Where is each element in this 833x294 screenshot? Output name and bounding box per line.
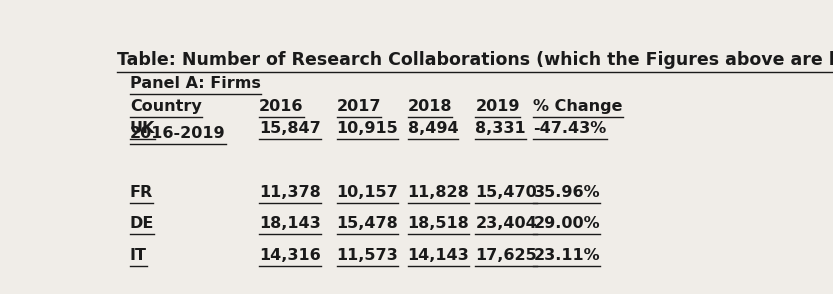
Text: 2016: 2016 — [259, 99, 303, 114]
Text: UK: UK — [130, 121, 155, 136]
Text: 10,157: 10,157 — [337, 185, 398, 200]
Text: 2019: 2019 — [476, 99, 520, 114]
Text: 2017: 2017 — [337, 99, 381, 114]
Text: IT: IT — [130, 248, 147, 263]
Text: 2016-2019: 2016-2019 — [130, 126, 226, 141]
Text: 2018: 2018 — [407, 99, 452, 114]
Text: DE: DE — [130, 216, 154, 231]
Text: 11,828: 11,828 — [407, 185, 469, 200]
Text: 11,573: 11,573 — [337, 248, 398, 263]
Text: FR: FR — [130, 185, 153, 200]
Text: 15,478: 15,478 — [337, 216, 398, 231]
Text: 14,143: 14,143 — [407, 248, 469, 263]
Text: 18,518: 18,518 — [407, 216, 469, 231]
Text: 35.96%: 35.96% — [533, 185, 600, 200]
Text: 14,316: 14,316 — [259, 248, 321, 263]
Text: 29.00%: 29.00% — [533, 216, 600, 231]
Text: 15,470: 15,470 — [476, 185, 537, 200]
Text: 23,404: 23,404 — [476, 216, 537, 231]
Text: -47.43%: -47.43% — [533, 121, 606, 136]
Text: Country: Country — [130, 99, 202, 114]
Text: Table: Number of Research Collaborations (which the Figures above are based on): Table: Number of Research Collaborations… — [117, 51, 833, 69]
Text: 10,915: 10,915 — [337, 121, 398, 136]
Text: 15,847: 15,847 — [259, 121, 321, 136]
Text: 8,494: 8,494 — [407, 121, 458, 136]
Text: 11,378: 11,378 — [259, 185, 321, 200]
Text: 18,143: 18,143 — [259, 216, 321, 231]
Text: 23.11%: 23.11% — [533, 248, 600, 263]
Text: % Change: % Change — [533, 99, 623, 114]
Text: 8,331: 8,331 — [476, 121, 526, 136]
Text: 17,625: 17,625 — [476, 248, 537, 263]
Text: Panel A: Firms: Panel A: Firms — [130, 76, 261, 91]
